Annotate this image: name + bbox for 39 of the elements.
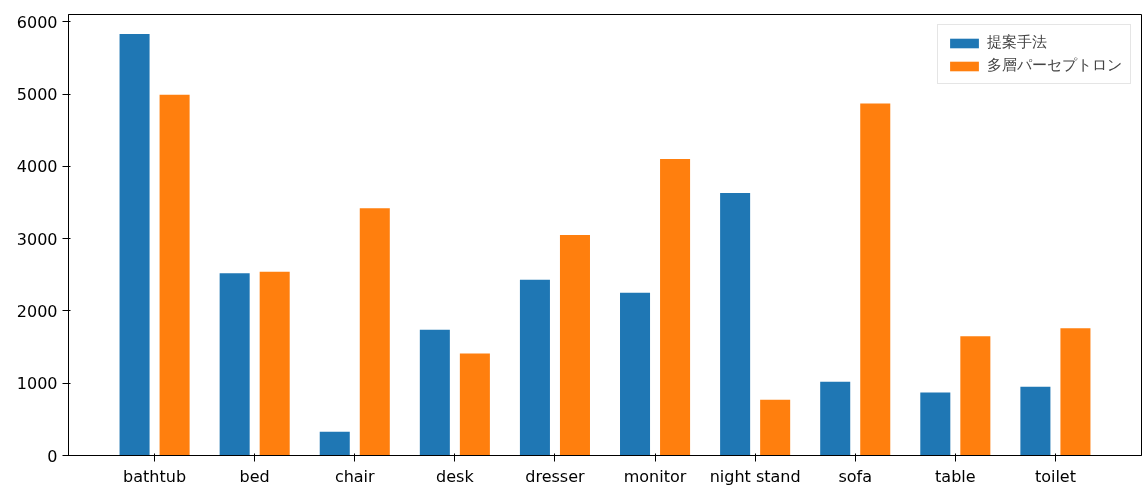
- bar: [760, 399, 791, 456]
- bar: [559, 235, 590, 456]
- y-tick-label: 2000: [16, 301, 58, 321]
- x-tick-label: toilet: [1034, 466, 1076, 486]
- legend-label: 提案手法: [987, 33, 1047, 52]
- bar: [860, 103, 891, 456]
- y-tick-label: 3000: [16, 229, 58, 249]
- bar: [620, 292, 651, 456]
- bar: [920, 392, 951, 456]
- y-tick-label: 5000: [16, 85, 58, 105]
- x-tick-label: bed: [239, 466, 270, 486]
- bar: [459, 353, 490, 456]
- x-tick-label: chair: [334, 466, 376, 486]
- bar: [119, 34, 150, 456]
- bar: [319, 431, 350, 456]
- x-tick-label: monitor: [623, 466, 687, 486]
- y-tick-label: 0: [47, 446, 58, 466]
- bar: [359, 208, 390, 456]
- bar: [820, 381, 851, 456]
- bar: [1020, 386, 1051, 456]
- bar: [960, 336, 991, 456]
- bar: [1060, 328, 1091, 456]
- bar: [219, 273, 250, 456]
- x-tick-label: sofa: [838, 466, 873, 486]
- y-tick-label: 6000: [16, 12, 58, 32]
- x-tick-label: bathtub: [123, 466, 187, 486]
- bar: [519, 279, 550, 456]
- bar: [159, 94, 190, 456]
- bar: [419, 329, 450, 456]
- x-tick-label: dresser: [525, 466, 586, 486]
- y-tick-label: 1000: [16, 374, 58, 394]
- legend-label: 多層パーセプトロン: [987, 56, 1122, 75]
- x-tick-label: desk: [436, 466, 475, 486]
- bar: [259, 271, 290, 456]
- x-tick-label: night stand: [709, 466, 801, 486]
- y-tick-label: 4000: [16, 157, 58, 177]
- bar: [720, 193, 751, 456]
- bar: [660, 159, 691, 456]
- x-tick-label: table: [935, 466, 976, 486]
